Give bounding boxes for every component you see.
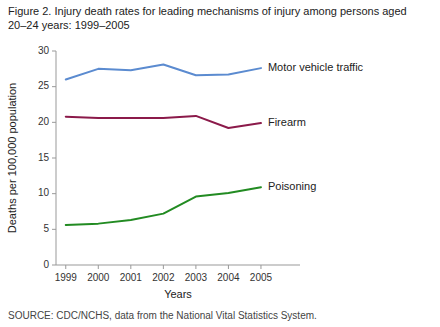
y-tick-label: 30 [38,45,50,56]
x-tick [260,265,261,269]
series-line [66,65,261,80]
x-tick-label: 2000 [87,272,110,283]
x-tick [130,265,131,269]
source-note: SOURCE: CDC/NCHS, data from the National… [8,310,317,321]
x-axis-line [56,265,300,266]
y-tick [52,51,56,52]
y-tick [52,86,56,87]
y-tick-label: 5 [43,223,49,234]
x-tick-label: 2001 [120,272,143,283]
y-tick [52,265,56,266]
y-tick [52,122,56,123]
y-tick [52,193,56,194]
x-tick-label: 2002 [152,272,175,283]
y-tick-label: 0 [43,259,49,270]
x-tick-label: 2005 [250,272,273,283]
x-tick [65,265,66,269]
y-tick-label: 10 [38,187,50,198]
series-label: Poisoning [268,180,316,192]
series-line [66,187,261,225]
x-tick-label: 1999 [55,272,78,283]
y-axis-label: Deaths per 100,000 population [6,83,18,233]
y-tick [52,229,56,230]
y-tick [52,158,56,159]
x-tick [163,265,164,269]
x-tick [195,265,196,269]
x-tick-label: 2004 [217,272,240,283]
y-tick-label: 20 [38,116,50,127]
title-line: 20–24 years: 1999–2005 [8,19,130,31]
plot-lines [66,65,261,226]
chart: Figure 2. Injury death rates for leading… [0,0,440,327]
x-tick-label: 2003 [185,272,208,283]
series-label: Firearm [268,116,306,128]
x-tick [98,265,99,269]
y-tick-label: 15 [38,152,50,163]
x-tick [228,265,229,269]
title-line: Figure 2. Injury death rates for leading… [8,5,407,17]
x-axis-label: Years [164,288,192,300]
series-label: Motor vehicle traffic [268,61,364,73]
title: Figure 2. Injury death rates for leading… [8,5,407,31]
series-line [66,116,261,128]
y-tick-label: 25 [38,80,50,91]
